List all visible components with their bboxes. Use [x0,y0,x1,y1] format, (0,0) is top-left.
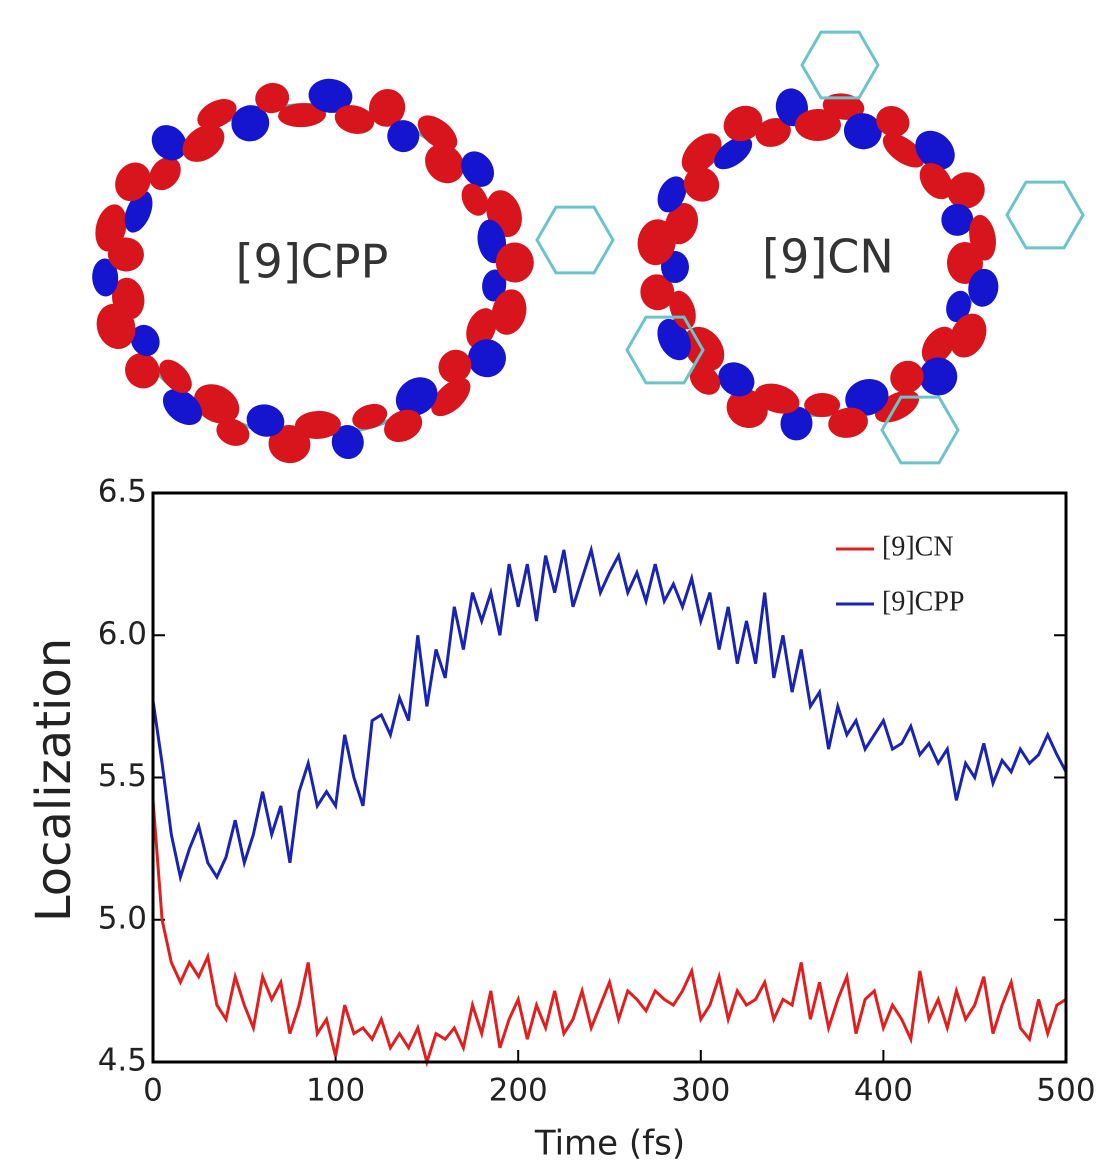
molecule-label: [9]CN [762,230,894,284]
y-tick-label: 5.5 [98,758,147,794]
x-tick-label: 500 [1036,1073,1095,1109]
side-ring [802,32,878,98]
x-tick-label: 400 [854,1073,913,1109]
figure: [9]CPP [9]CN Localization Time (fs) 4.5 5… [0,0,1101,1171]
legend-label: [9]CPP [882,586,964,617]
y-axis-label: Localization [26,638,82,922]
x-tick-label: 100 [306,1073,365,1109]
molecule-label: [9]CPP [236,235,389,289]
y-tick-label: 4.5 [98,1043,147,1079]
x-axis-label: Time (fs) [534,1124,685,1164]
y-tick-label: 5.0 [98,900,147,936]
plot-frame [153,493,1066,1062]
data-line [153,800,1066,1062]
y-tick-label: 6.5 [98,474,147,510]
legend-label: [9]CN [882,531,954,562]
side-ring [537,207,613,273]
x-tick-label: 200 [489,1073,548,1109]
x-tick-label: 0 [143,1073,163,1109]
x-tick-label: 300 [671,1073,730,1109]
y-tick-label: 6.0 [98,616,147,652]
side-ring [1007,182,1083,248]
